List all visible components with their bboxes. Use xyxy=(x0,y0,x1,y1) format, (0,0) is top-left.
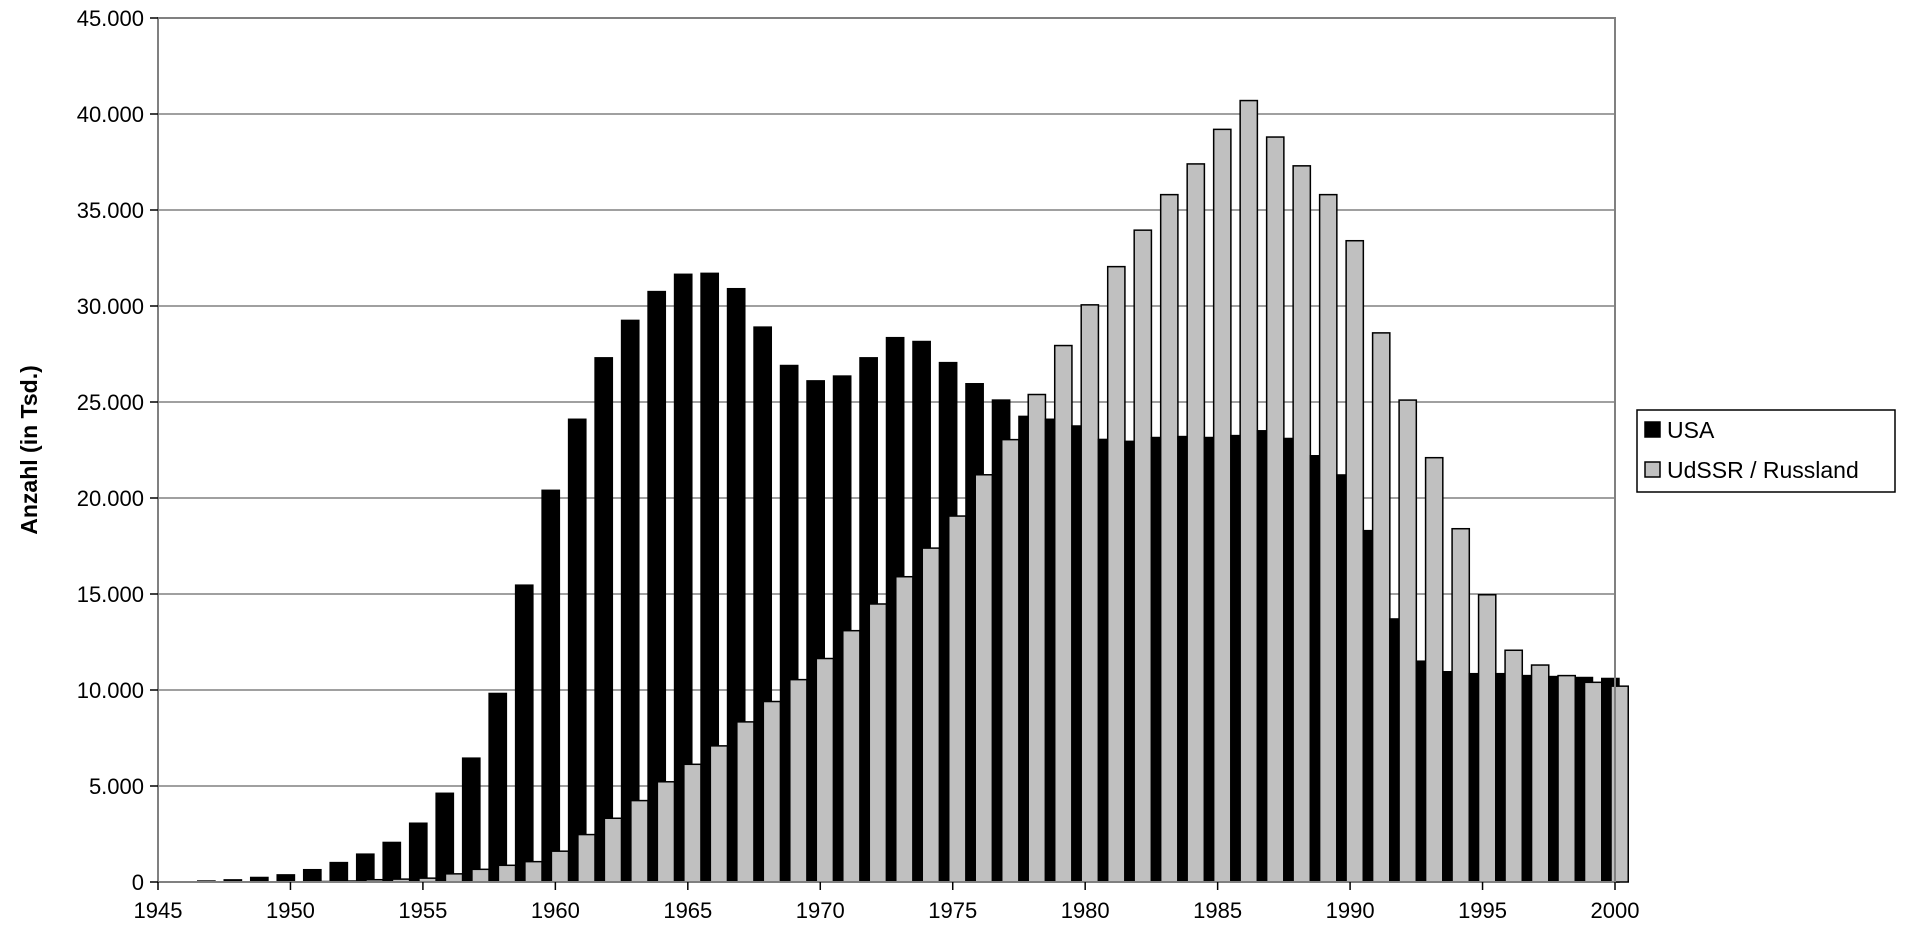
x-tick-label: 1975 xyxy=(928,898,977,923)
bar-udssr-1957 xyxy=(471,868,490,883)
bar-udssr-1985 xyxy=(1212,128,1232,883)
x-tick-label: 1950 xyxy=(266,898,315,923)
bar-usa-1950 xyxy=(276,874,296,883)
x-tick-label: 2000 xyxy=(1591,898,1640,923)
x-tick-label: 1985 xyxy=(1193,898,1242,923)
bar-udssr-1965 xyxy=(683,763,702,883)
bar-udssr-1970 xyxy=(815,657,835,883)
bar-udssr-1969 xyxy=(789,678,808,883)
bar-udssr-1992 xyxy=(1398,399,1418,883)
bar-usa-1957 xyxy=(461,757,481,883)
bar-udssr-1964 xyxy=(656,781,676,883)
bar-usa-1951 xyxy=(302,868,322,883)
legend-label-usa: USA xyxy=(1667,417,1715,443)
legend-swatch-udssr xyxy=(1644,461,1661,478)
x-tick-label: 1970 xyxy=(796,898,845,923)
y-tick-label: 30.000 xyxy=(77,294,144,319)
y-tick-label: 15.000 xyxy=(77,582,144,607)
bar-usa-1958 xyxy=(488,692,508,883)
y-tick-label: 40.000 xyxy=(77,102,144,127)
bar-udssr-1974 xyxy=(921,547,941,883)
bar-udssr-1962 xyxy=(603,817,623,883)
bar-udssr-1976 xyxy=(974,474,994,883)
bar-udssr-1994 xyxy=(1451,527,1471,883)
bar-udssr-1990 xyxy=(1345,239,1365,883)
bar-udssr-1981 xyxy=(1106,265,1126,883)
bar-udssr-1995 xyxy=(1477,594,1497,883)
legend-box xyxy=(1636,409,1896,493)
bar-usa-1962 xyxy=(594,357,614,883)
x-tick-label: 1995 xyxy=(1458,898,1507,923)
x-tick-label: 1965 xyxy=(663,898,712,923)
bar-udssr-1971 xyxy=(842,629,861,883)
bar-udssr-1996 xyxy=(1504,649,1524,883)
x-tick-label: 1990 xyxy=(1326,898,1375,923)
x-tick-label: 1945 xyxy=(134,898,183,923)
bar-udssr-1967 xyxy=(736,721,755,883)
bar-udssr-1984 xyxy=(1186,163,1206,883)
bar-udssr-1956 xyxy=(444,873,464,883)
bar-usa-1959 xyxy=(514,584,534,883)
bar-udssr-2000 xyxy=(1610,685,1629,883)
bar-udssr-1963 xyxy=(630,799,649,883)
y-tick-labels: 0 5.000 10.000 15.000 20.000 25.000 30.000 35.0… xyxy=(77,6,144,895)
bar-udssr-1987 xyxy=(1265,136,1285,883)
bar-udssr-1999 xyxy=(1583,681,1603,883)
bar-udssr-1986 xyxy=(1239,99,1259,883)
bar-udssr-1978 xyxy=(1027,393,1047,883)
bar-udssr-1998 xyxy=(1557,674,1577,883)
bar-udssr-1977 xyxy=(1000,438,1020,883)
y-tick-label: 10.000 xyxy=(77,678,144,703)
y-tick-label: 5.000 xyxy=(89,774,144,799)
x-tick-label: 1960 xyxy=(531,898,580,923)
x-tick-label: 1980 xyxy=(1061,898,1110,923)
bar-udssr-1958 xyxy=(497,864,517,883)
bar-udssr-1960 xyxy=(550,850,570,883)
legend-swatch-usa xyxy=(1644,421,1661,438)
bar-usa-1953 xyxy=(355,853,375,883)
bar-usa-1963 xyxy=(620,319,640,883)
plot-frame xyxy=(157,17,1616,883)
bar-usa-1952 xyxy=(329,861,349,883)
bars xyxy=(170,99,1629,883)
bar-udssr-1983 xyxy=(1159,193,1179,883)
y-tick-label: 0 xyxy=(132,870,144,895)
bar-udssr-1975 xyxy=(948,515,967,883)
bar-usa-1955 xyxy=(408,822,428,883)
y-tick-label: 35.000 xyxy=(77,198,144,223)
axes xyxy=(150,17,1616,890)
bar-usa-1961 xyxy=(567,418,587,883)
bar-udssr-1961 xyxy=(577,833,596,883)
x-tick-label: 1955 xyxy=(398,898,447,923)
y-axis-title: Anzahl (in Tsd.) xyxy=(16,365,42,535)
x-tick-labels: 1945 1950 1955 1960 1965 1970 1975 1980 1985 1990… xyxy=(134,898,1640,923)
bar-udssr-1997 xyxy=(1530,664,1550,883)
bar-udssr-1991 xyxy=(1371,332,1391,883)
bar-usa-1954 xyxy=(382,841,402,883)
legend-label-udssr: UdSSR / Russland xyxy=(1667,457,1859,483)
legend: USA UdSSR / Russland xyxy=(1636,409,1896,493)
bar-udssr-1959 xyxy=(524,860,543,883)
bar-usa-1956 xyxy=(435,792,455,883)
bar-udssr-1968 xyxy=(762,700,782,883)
bar-udssr-1973 xyxy=(895,575,914,883)
bar-udssr-1966 xyxy=(709,745,729,883)
bar-udssr-1979 xyxy=(1053,344,1073,883)
bar-udssr-1988 xyxy=(1292,165,1312,883)
y-tick-label: 45.000 xyxy=(77,6,144,31)
bar-usa-1960 xyxy=(541,489,561,883)
bar-udssr-1980 xyxy=(1080,304,1100,883)
bar-udssr-1993 xyxy=(1424,456,1444,883)
bar-udssr-1982 xyxy=(1133,229,1153,883)
y-tick-label: 20.000 xyxy=(77,486,144,511)
y-tick-label: 25.000 xyxy=(77,390,144,415)
bar-udssr-1989 xyxy=(1318,193,1338,883)
bar-udssr-1972 xyxy=(868,603,888,883)
